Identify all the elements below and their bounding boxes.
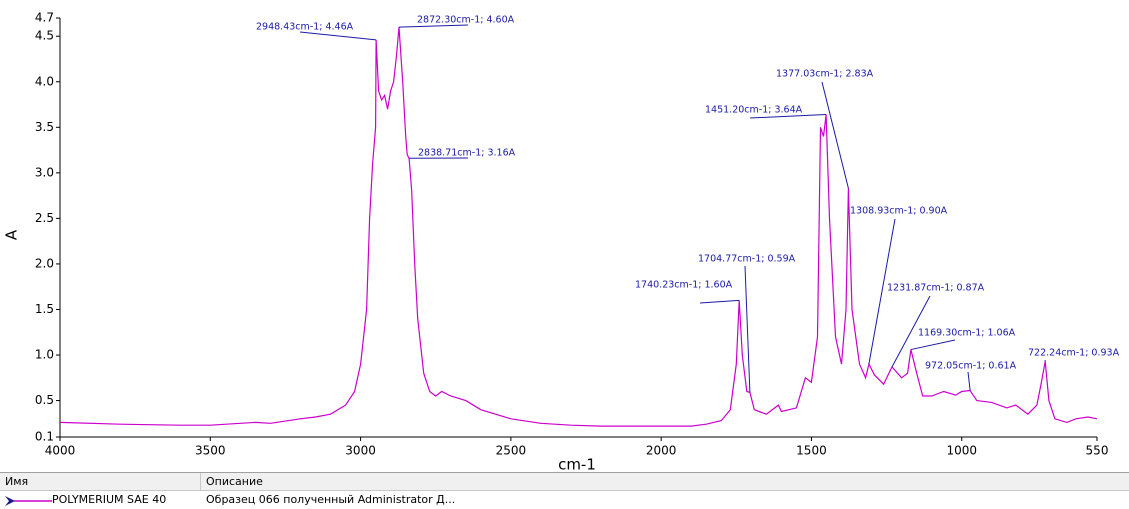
peak-annotation: 1231.87cm-1; 0.87A [887,283,985,294]
leader-line [299,31,377,41]
table-header: Имя Описание [0,473,1129,491]
peak-annotation: 1308.93cm-1; 0.90A [850,206,948,217]
peak-annotation: 2838.71cm-1; 3.16A [418,148,516,159]
column-header: Описание [206,475,263,488]
leader-line [699,299,740,304]
y-tick-label: 1.0 [35,348,54,362]
x-axis-label: cm-1 [558,456,596,473]
x-tick-label: 1500 [796,444,827,458]
peak-annotation: 1169.30cm-1; 1.06A [918,328,1016,339]
description-cell: Образец 066 полученный Administrator Д..… [206,493,456,506]
y-tick-label: 3.0 [35,165,54,179]
x-tick-label: 3500 [195,444,226,458]
y-tick-label: 2.0 [35,256,54,270]
y-axis-label: A [3,229,21,240]
y-tick-label: 4.5 [35,29,54,43]
y-tick-label: 1.5 [35,302,54,316]
leader-line [398,24,469,28]
leader-line [967,371,971,391]
column-header: Имя [5,475,29,488]
table-row[interactable]: POLYMERIUM SAE 40 Образец 066 полученный… [0,491,1129,509]
peak-annotation: 1704.77cm-1; 0.59A [698,254,796,265]
y-tick-label: 4.7 [35,11,54,25]
series-table: Имя Описание POLYMERIUM SAE 40 Образец 0… [0,472,1129,509]
peak-annotation: 2872.30cm-1; 4.60A [417,15,515,26]
leader-line [910,339,956,351]
spectrum-line [59,27,1098,427]
x-tick-label: 2500 [496,444,527,458]
y-tick-label: 0.1 [35,430,54,444]
chart: A cm-1 0.1 0.5 1.0 1.5 2.0 2.5 3.0 3.5 4.0 4.5 4.7… [3,11,1120,474]
x-tick-label: 4000 [45,444,76,458]
legend-swatch [5,496,52,506]
legend-entry: POLYMERIUM SAE 40 [52,493,167,506]
y-tick-label: 4.0 [35,74,54,88]
peak-annotation: 1451.20cm-1; 3.64A [705,105,803,116]
peak-annotation: 722.24cm-1; 0.93A [1028,348,1120,359]
y-tick-label: 2.5 [35,211,54,225]
x-tick-label: 2000 [646,444,677,458]
y-tick-label: 0.5 [35,393,54,407]
leader-line [891,295,931,368]
leader-line [868,218,896,365]
peak-annotation: 1740.23cm-1; 1.60A [635,280,733,291]
leader-line [821,81,849,189]
peak-annotation: 2948.43cm-1; 4.46A [256,22,354,33]
y-tick-label: 3.5 [35,120,54,134]
x-tick-label: 1000 [946,444,977,458]
peak-annotation: 972.05cm-1; 0.61A [925,361,1017,372]
leader-line [744,265,751,393]
leader-line [749,114,827,119]
x-tick-label: 3000 [345,444,376,458]
peak-annotation: 1377.03cm-1; 2.83A [776,69,874,80]
x-tick-label: 550 [1086,444,1109,458]
